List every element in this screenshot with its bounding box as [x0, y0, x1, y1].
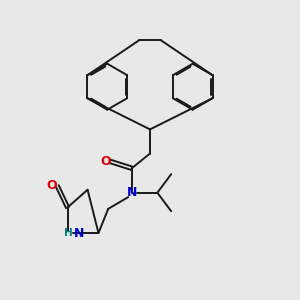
- Text: H: H: [64, 228, 73, 238]
- Text: N: N: [127, 186, 137, 199]
- Text: O: O: [46, 179, 57, 192]
- Text: N: N: [74, 226, 84, 239]
- Text: O: O: [100, 155, 111, 168]
